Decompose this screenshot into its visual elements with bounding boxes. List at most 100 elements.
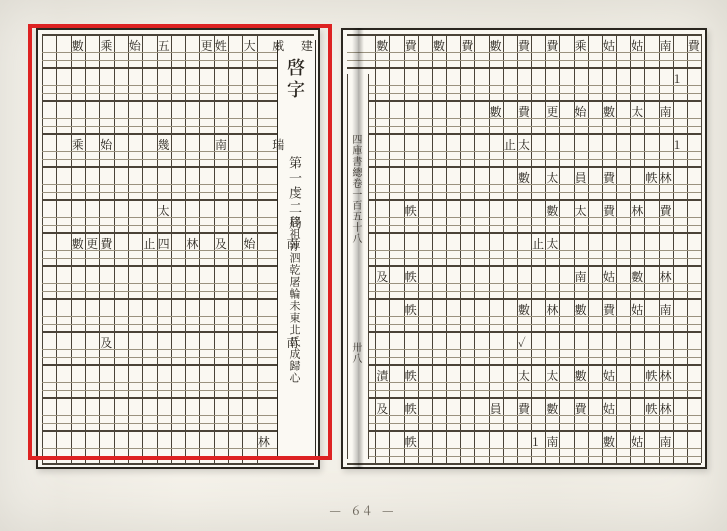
cell: 林	[660, 400, 673, 417]
cell: 太	[546, 169, 559, 186]
section-title: 啓字	[283, 58, 309, 102]
cell: 數	[433, 37, 446, 54]
cell: 費	[518, 37, 531, 54]
cell: 1	[532, 433, 540, 450]
cell: 太	[518, 367, 531, 384]
cell: 始	[244, 235, 257, 252]
cell: 姓	[215, 37, 228, 54]
cell: 南	[660, 433, 673, 450]
cell: 及	[376, 400, 389, 417]
cell: 費	[518, 103, 531, 120]
cell: 員	[575, 169, 588, 186]
cell: 數	[546, 202, 559, 219]
cell: 威	[272, 37, 285, 54]
cell: 帙	[405, 400, 418, 417]
cell: 費	[518, 400, 531, 417]
cell: 1	[674, 136, 682, 153]
cell: 費	[688, 37, 701, 54]
cell: ✓	[518, 334, 527, 351]
cell: 南	[287, 334, 300, 351]
cell: 1	[674, 70, 682, 87]
cell: 姑	[603, 268, 616, 285]
cell: 幾	[158, 136, 171, 153]
cell: 南	[660, 103, 673, 120]
cell: 太	[631, 103, 644, 120]
cell: 數	[518, 169, 531, 186]
cell: 乘	[72, 136, 85, 153]
cell: 始	[575, 103, 588, 120]
cell: 姑	[631, 301, 644, 318]
cell: 帙	[405, 268, 418, 285]
margin-note-1: 四庫書總卷一百五十八	[350, 134, 365, 244]
right-page: 四庫書總卷一百五十八 卅八 費南姑姑乘費費數費數費數1南太數始更費數太止1林帙費…	[341, 28, 707, 469]
cell: 南	[660, 301, 673, 318]
cell: 數	[72, 235, 85, 252]
cell: 乘	[100, 37, 113, 54]
cell: 漬	[376, 367, 389, 384]
cell: 帙	[645, 169, 658, 186]
cell: 乘	[575, 37, 588, 54]
cell: 費	[546, 37, 559, 54]
cell: 數	[376, 37, 389, 54]
cell: 南	[546, 433, 559, 450]
cell: 姑	[631, 433, 644, 450]
cell: 南	[287, 235, 300, 252]
cell: 員	[490, 400, 503, 417]
cell: 帙	[645, 400, 658, 417]
cell: 林	[660, 169, 673, 186]
cell: 費	[603, 301, 616, 318]
cell: 林	[631, 202, 644, 219]
cell: 數	[575, 367, 588, 384]
cell: 費	[405, 37, 418, 54]
page-number: — 64 —	[0, 500, 727, 519]
cell: 帙	[405, 433, 418, 450]
cell: 太	[158, 202, 171, 219]
cell: 數	[603, 103, 616, 120]
cell: 費	[461, 37, 474, 54]
cell: 建	[301, 37, 314, 54]
margin-note-2: 卅八	[350, 342, 365, 364]
cell: 南	[575, 268, 588, 285]
cell: 止	[504, 136, 517, 153]
right-margin-band: 四庫書總卷一百五十八 卅八	[347, 74, 369, 459]
cell: 太	[518, 136, 531, 153]
cell: 大	[244, 37, 257, 54]
cell: 及	[215, 235, 228, 252]
cell: 數	[631, 268, 644, 285]
cell: 姑	[603, 400, 616, 417]
cell: 林	[546, 301, 559, 318]
cell: 費	[603, 169, 616, 186]
cell: 瑞	[272, 136, 285, 153]
cell: 數	[518, 301, 531, 318]
cell: 帙	[645, 367, 658, 384]
cell: 數	[490, 103, 503, 120]
cell: 費	[575, 400, 588, 417]
cell: 更	[201, 37, 214, 54]
cell: 南	[215, 136, 228, 153]
right-grid	[347, 34, 701, 463]
cell: 帙	[405, 202, 418, 219]
cell: 帙	[405, 301, 418, 318]
cell: 費	[603, 202, 616, 219]
cell: 數	[603, 433, 616, 450]
cell: 數	[490, 37, 503, 54]
cell: 數	[546, 400, 559, 417]
cell: 姑	[631, 37, 644, 54]
cell: 更	[86, 235, 99, 252]
cell: 太	[575, 202, 588, 219]
cell: 數	[575, 301, 588, 318]
cell: 四	[158, 235, 171, 252]
cell: 止	[143, 235, 156, 252]
cell: 姑	[603, 37, 616, 54]
book-spread: 啓字 第一虔二局 移祖淳泗乾屠輪未東北氏成歸心 建威大姓更五始乘數瑞南幾始乘太南…	[36, 28, 707, 469]
cell: 始	[129, 37, 142, 54]
cell: 及	[376, 268, 389, 285]
cell: 費	[100, 235, 113, 252]
cell: 帙	[405, 367, 418, 384]
cell: 數	[72, 37, 85, 54]
cell: 止	[532, 235, 545, 252]
cell: 林	[186, 235, 199, 252]
cell: 更	[546, 103, 559, 120]
cell: 始	[100, 136, 113, 153]
cell: 南	[660, 37, 673, 54]
